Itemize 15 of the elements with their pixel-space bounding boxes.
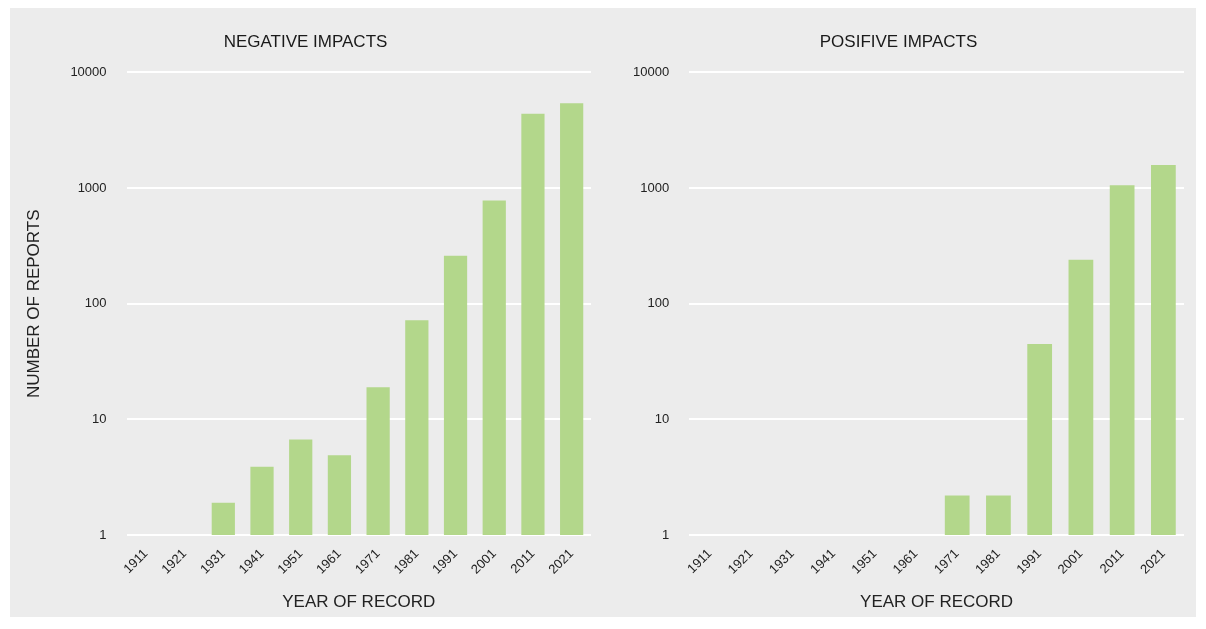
y-tick-label: 1 [99, 526, 107, 542]
y-tick-label: 10 [654, 411, 670, 427]
y-tick-label: 1000 [77, 179, 107, 195]
chart-title: POSIFIVE IMPACTS [819, 31, 978, 51]
y-tick-label: 100 [84, 295, 107, 311]
y-tick-label: 1 [661, 526, 670, 542]
x-axis-title: YEAR OF RECORD [282, 592, 436, 612]
y-tick-label: 100 [647, 295, 670, 311]
y-tick-label: 10 [92, 411, 107, 427]
y-tick-label: 10000 [632, 63, 670, 79]
y-tick-label: 1000 [640, 179, 670, 195]
y-tick-label: 10000 [70, 63, 107, 79]
x-axis-title: YEAR OF RECORD [860, 592, 1014, 612]
y-axis-title: NUMBER OF REPORTS [23, 209, 43, 399]
chart-title: NEGATIVE IMPACTS [223, 31, 388, 51]
